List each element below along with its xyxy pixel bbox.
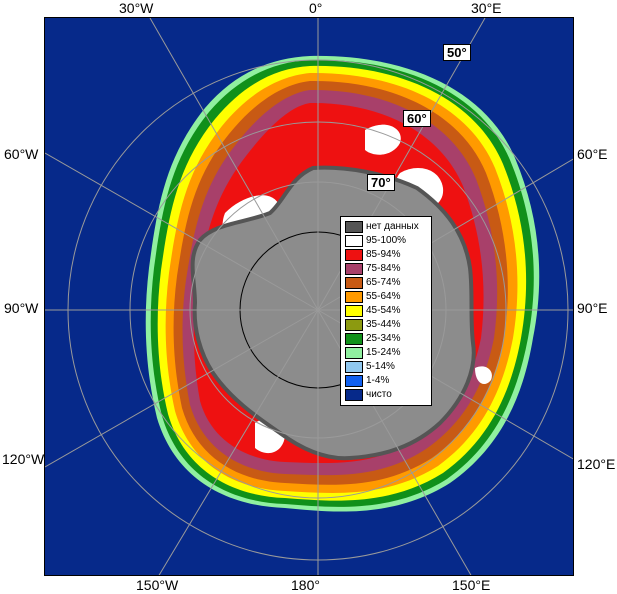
legend-label: нет данных: [366, 221, 419, 232]
legend-label: 45-54%: [366, 305, 401, 316]
legend-swatch: [345, 220, 363, 233]
legend-label: 25-34%: [366, 333, 401, 344]
legend-label: 75-84%: [366, 263, 401, 274]
legend-swatch: [345, 318, 363, 331]
legend-swatch: [345, 290, 363, 303]
legend-item: чисто: [345, 388, 427, 401]
lat-label-70: 70°: [367, 174, 395, 191]
lon-label-0-top: 0°: [309, 0, 323, 16]
legend-swatch: [345, 360, 363, 373]
lon-label-30e-top: 30°E: [471, 0, 502, 16]
legend-swatch: [345, 276, 363, 289]
legend-item: 25-34%: [345, 332, 427, 345]
legend-item: 5-14%: [345, 360, 427, 373]
legend-swatch: [345, 374, 363, 387]
legend-item: нет данных: [345, 220, 427, 233]
legend-swatch: [345, 234, 363, 247]
legend-label: 5-14%: [366, 361, 395, 372]
legend-label: 35-44%: [366, 319, 401, 330]
legend-item: 55-64%: [345, 290, 427, 303]
legend-label: 85-94%: [366, 249, 401, 260]
legend-label: 15-24%: [366, 347, 401, 358]
lon-label-90w: 90°W: [4, 300, 39, 316]
legend-swatch: [345, 332, 363, 345]
ice-95-100-patch: [475, 366, 492, 384]
legend-item: 85-94%: [345, 248, 427, 261]
lon-label-30w-top: 30°W: [119, 0, 154, 16]
lon-label-60e: 60°E: [577, 146, 608, 162]
concentration-legend: нет данных 95-100% 85-94% 75-84% 65-74% 55-64…: [340, 216, 432, 406]
lon-label-90e: 90°E: [577, 300, 608, 316]
legend-item: 1-4%: [345, 374, 427, 387]
legend-label: 1-4%: [366, 375, 390, 386]
lon-label-120w: 120°W: [2, 451, 45, 467]
legend-swatch: [345, 248, 363, 261]
legend-swatch: [345, 346, 363, 359]
legend-item: 15-24%: [345, 346, 427, 359]
legend-swatch: [345, 262, 363, 275]
legend-item: 65-74%: [345, 276, 427, 289]
legend-item: 45-54%: [345, 304, 427, 317]
legend-label: 65-74%: [366, 277, 401, 288]
legend-item: 75-84%: [345, 262, 427, 275]
lat-label-50: 50°: [443, 44, 471, 61]
legend-label: 55-64%: [366, 291, 401, 302]
lon-label-150w: 150°W: [136, 577, 179, 593]
ice-95-100-patch: [365, 124, 401, 155]
map-frame: [44, 17, 574, 576]
legend-swatch: [345, 304, 363, 317]
lat-label-60: 60°: [403, 110, 431, 127]
lon-label-60w: 60°W: [4, 146, 39, 162]
legend-label: 95-100%: [366, 235, 407, 246]
lon-label-120e: 120°E: [577, 456, 616, 472]
legend-item: 95-100%: [345, 234, 427, 247]
legend-swatch: [345, 388, 363, 401]
lon-label-150e: 150°E: [452, 577, 491, 593]
sea-ice-map: [45, 18, 573, 575]
lon-label-180: 180°: [291, 577, 320, 593]
legend-item: 35-44%: [345, 318, 427, 331]
legend-label: чисто: [366, 389, 392, 400]
